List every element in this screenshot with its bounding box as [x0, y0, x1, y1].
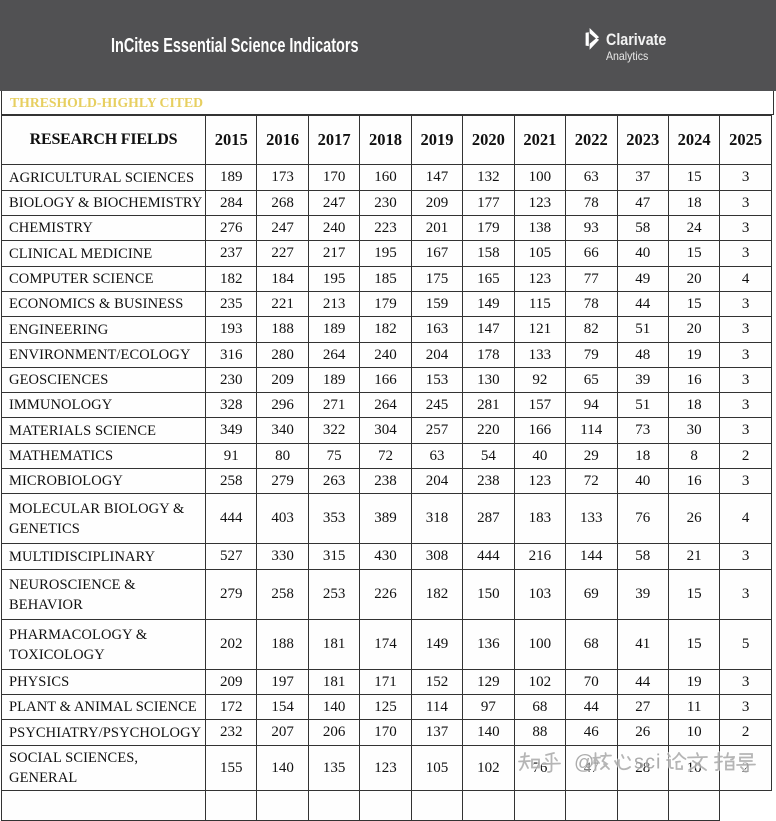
- svg-text:@: @: [574, 752, 594, 774]
- svg-text:sci: sci: [634, 752, 661, 774]
